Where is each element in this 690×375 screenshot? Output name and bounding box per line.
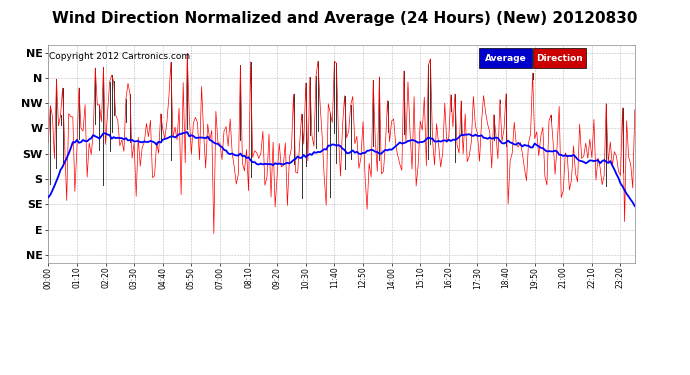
Text: Average: Average [485,54,526,63]
Text: Direction: Direction [535,54,582,63]
Text: Wind Direction Normalized and Average (24 Hours) (New) 20120830: Wind Direction Normalized and Average (2… [52,11,638,26]
Text: Copyright 2012 Cartronics.com: Copyright 2012 Cartronics.com [50,51,190,60]
FancyBboxPatch shape [480,48,532,68]
FancyBboxPatch shape [533,48,586,68]
